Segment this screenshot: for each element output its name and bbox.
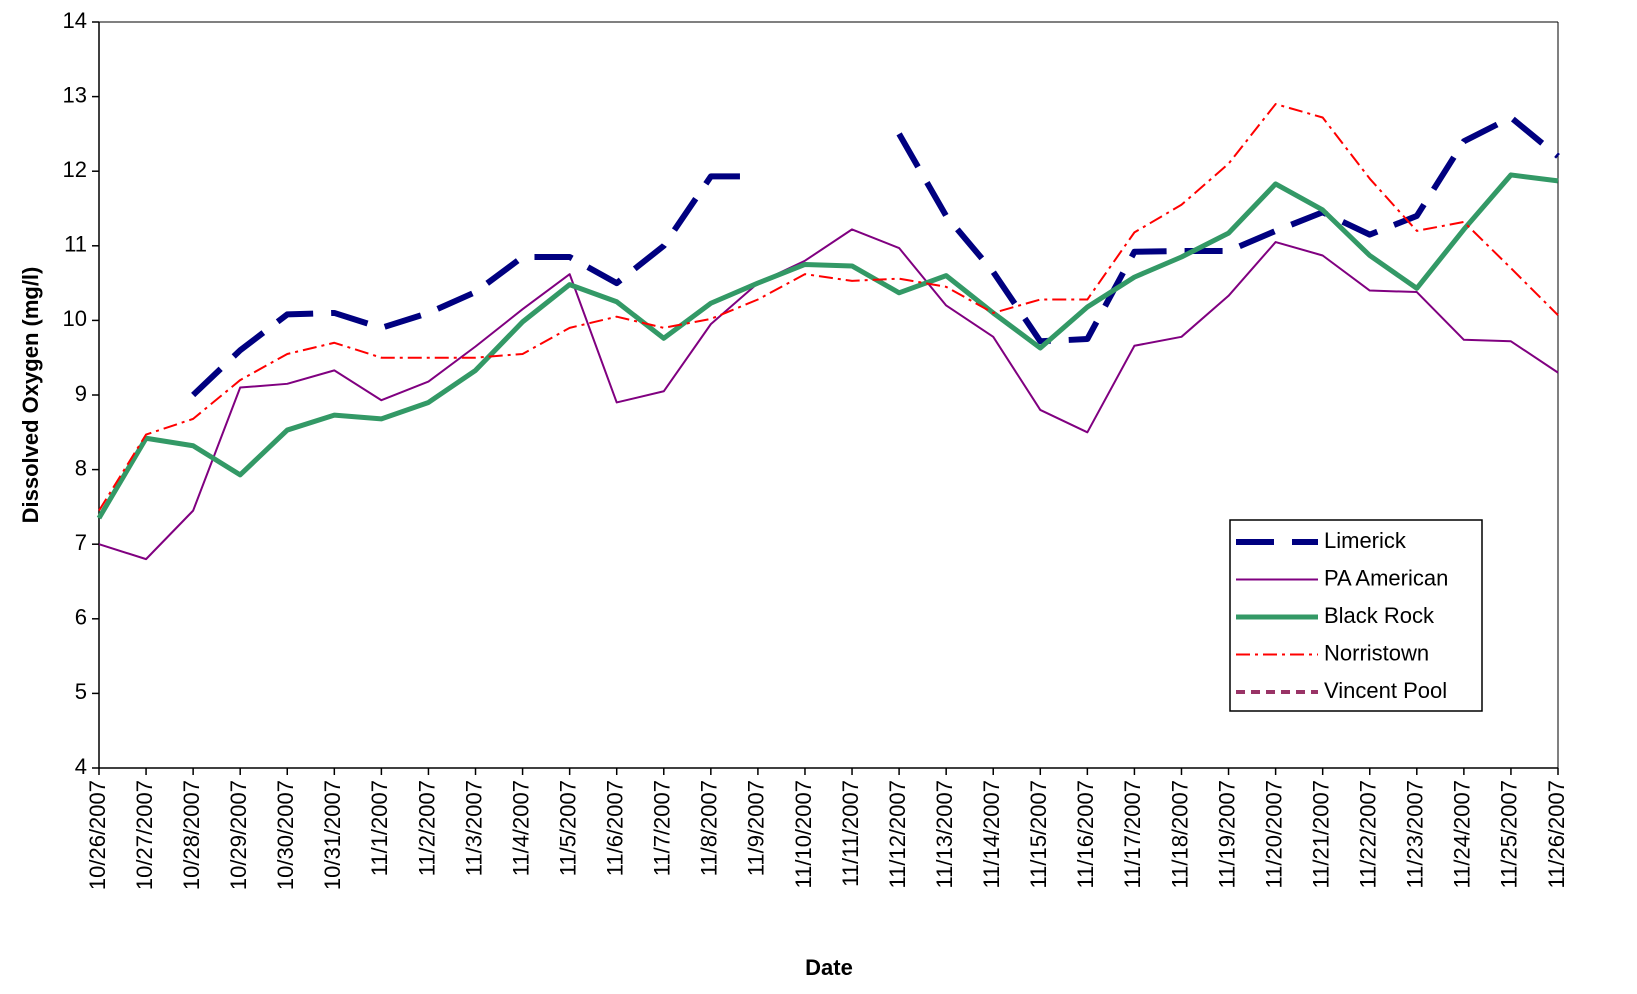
x-tick-label: 11/22/2007 <box>1356 780 1381 888</box>
y-tick-label: 11 <box>64 232 87 257</box>
x-axis-label: Date <box>805 955 853 980</box>
x-tick-label: 11/26/2007 <box>1544 780 1569 888</box>
series-line <box>191 114 1560 398</box>
y-tick-label: 4 <box>75 754 87 779</box>
x-tick-label: 11/23/2007 <box>1403 780 1428 888</box>
x-tick-label: 11/24/2007 <box>1450 780 1475 888</box>
y-tick-label: 6 <box>75 605 87 630</box>
series-line <box>98 228 1559 561</box>
x-tick-label: 11/8/2007 <box>697 780 722 876</box>
x-tick-label: 10/30/2007 <box>273 780 298 890</box>
y-tick-label: 14 <box>63 8 87 33</box>
series-line <box>98 103 1559 512</box>
x-tick-label: 11/17/2007 <box>1120 780 1145 888</box>
x-tick-label: 11/3/2007 <box>461 780 486 876</box>
y-axis-label: Dissolved Oxygen (mg/l) <box>18 267 43 524</box>
x-tick-label: 11/6/2007 <box>603 780 628 876</box>
series-line <box>96 172 1559 520</box>
legend-label: Limerick <box>1324 528 1407 553</box>
legend-label: Vincent Pool <box>1324 678 1447 703</box>
x-tick-label: 11/1/2007 <box>367 780 392 876</box>
x-tick-label: 11/2/2007 <box>414 780 439 876</box>
x-tick-label: 10/27/2007 <box>132 780 157 890</box>
y-tick-label: 9 <box>75 381 87 406</box>
x-tick-label: 10/28/2007 <box>179 780 204 890</box>
y-tick-label: 13 <box>63 82 87 107</box>
x-tick-label: 11/15/2007 <box>1026 780 1051 888</box>
x-tick-label: 11/18/2007 <box>1167 780 1192 888</box>
x-tick-label: 11/16/2007 <box>1073 780 1098 888</box>
x-tick-label: 11/5/2007 <box>555 780 580 876</box>
x-tick-label: 11/9/2007 <box>744 780 769 876</box>
x-tick-label: 11/14/2007 <box>979 780 1004 888</box>
x-tick-label: 11/21/2007 <box>1308 780 1333 888</box>
y-tick-label: 10 <box>63 306 87 331</box>
legend-label: Black Rock <box>1324 603 1435 628</box>
y-tick-label: 8 <box>75 455 87 480</box>
x-tick-label: 11/4/2007 <box>508 780 533 876</box>
y-tick-label: 7 <box>75 530 87 555</box>
x-tick-label: 11/13/2007 <box>932 780 957 888</box>
x-tick-label: 10/26/2007 <box>85 780 110 890</box>
x-tick-label: 11/11/2007 <box>838 780 863 887</box>
x-tick-label: 11/20/2007 <box>1261 780 1286 888</box>
x-tick-label: 10/29/2007 <box>226 780 251 890</box>
legend-label: Norristown <box>1324 640 1429 665</box>
y-tick-label: 12 <box>63 157 87 182</box>
legend-label: PA American <box>1324 565 1448 590</box>
x-tick-label: 11/25/2007 <box>1497 780 1522 888</box>
x-tick-label: 10/31/2007 <box>320 780 345 890</box>
x-tick-label: 11/19/2007 <box>1214 780 1239 888</box>
x-tick-label: 11/10/2007 <box>791 780 816 888</box>
x-tick-label: 11/12/2007 <box>885 780 910 888</box>
y-tick-label: 5 <box>75 679 87 704</box>
x-tick-label: 11/7/2007 <box>650 780 675 876</box>
